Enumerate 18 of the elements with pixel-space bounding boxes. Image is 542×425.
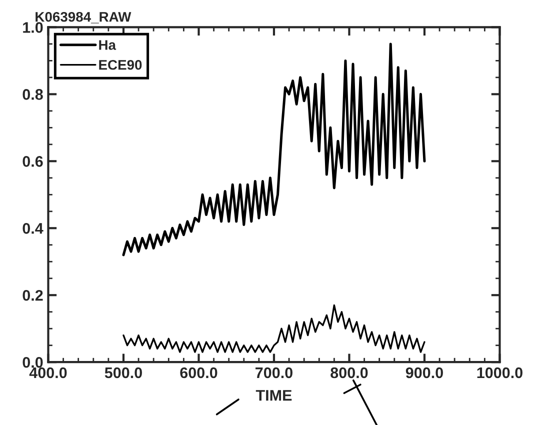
- y-tick-label: 0.8: [22, 89, 43, 100]
- x-tick-label: 800.0: [330, 367, 368, 378]
- chart-title: K063984_RAW: [36, 12, 132, 24]
- y-tick-label: 0.4: [22, 223, 44, 234]
- legend-label: ECE90: [99, 60, 142, 70]
- y-tick-label: 0.2: [22, 290, 43, 301]
- y-tick-label: 0.0: [22, 356, 43, 368]
- x-tick-label: 500.0: [104, 367, 142, 378]
- y-tick-label: 1.0: [23, 22, 43, 33]
- y-tick-label: 0.6: [22, 156, 43, 167]
- x-tick-label: 600.0: [180, 367, 218, 378]
- x-axis-title: TIME: [256, 390, 292, 401]
- legend-label: Ha: [99, 40, 116, 50]
- x-tick-label: 900.0: [406, 367, 443, 378]
- line-series: [122, 304, 426, 353]
- x-tick-label: 400.0: [29, 367, 67, 378]
- x-tick-label: 1000.0: [477, 367, 522, 378]
- x-tick-label: 700.0: [256, 367, 292, 378]
